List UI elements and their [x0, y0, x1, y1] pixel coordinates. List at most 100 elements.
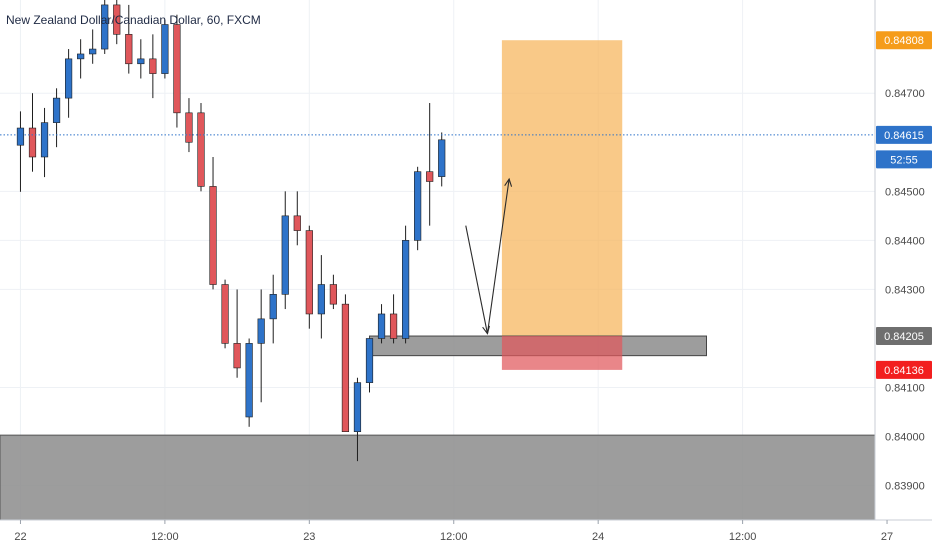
x-tick-label: 12:00 — [729, 531, 757, 543]
candle — [317, 255, 325, 339]
candle — [414, 166, 422, 251]
candle-body — [438, 139, 446, 177]
candle-body — [353, 382, 362, 432]
candle — [402, 225, 410, 344]
x-tick-label: 24 — [592, 531, 604, 543]
candle — [161, 19, 169, 79]
candle — [365, 338, 374, 393]
candle-body — [426, 171, 434, 182]
candle — [305, 225, 313, 329]
candle — [137, 39, 145, 79]
price-tag-background — [876, 125, 932, 144]
candle-body — [293, 215, 301, 231]
price-tag-background — [876, 150, 932, 169]
candle — [173, 14, 181, 128]
zone-layer — [0, 40, 876, 521]
price-tag-label: 0.84808 — [884, 35, 924, 47]
price-tags: 0.84808 0.84615 52:55 0.84205 0.84136 — [876, 31, 932, 379]
candle — [89, 29, 97, 64]
y-tick-label: 0.84100 — [885, 383, 925, 395]
y-tick-label: 0.84400 — [885, 235, 925, 247]
x-tick-label: 27 — [881, 531, 893, 543]
y-tick-label: 0.84700 — [885, 88, 925, 100]
candle — [389, 294, 398, 344]
price-tag-label: 0.84615 — [884, 130, 924, 142]
candle-body — [209, 186, 217, 285]
candle — [438, 132, 446, 187]
candle-body — [40, 122, 49, 158]
candle-body — [245, 343, 253, 418]
candle — [52, 88, 61, 148]
candle — [65, 49, 73, 118]
candle — [233, 289, 241, 378]
y-tick-label: 0.84000 — [885, 432, 925, 444]
candle — [125, 4, 133, 74]
price-tag-background — [876, 327, 932, 346]
candle — [209, 156, 217, 290]
candle-body — [257, 318, 265, 344]
candle — [197, 103, 205, 192]
candle — [293, 191, 301, 246]
candle-body — [233, 343, 241, 369]
support-zone — [0, 434, 876, 521]
candle-body — [305, 230, 313, 315]
candle — [377, 304, 386, 344]
candle — [281, 191, 289, 310]
price-tag-background — [876, 31, 932, 50]
price-axis-panel[interactable] — [875, 0, 932, 550]
candle — [341, 294, 350, 432]
candle — [77, 39, 85, 79]
candle-body — [414, 171, 422, 241]
price-tag-label: 52:55 — [890, 154, 918, 166]
candle — [353, 377, 362, 462]
price-tag: 0.84136 — [876, 360, 932, 379]
candle — [101, 0, 109, 54]
y-tick-label: 0.83900 — [885, 481, 925, 493]
price-tag: 0.84205 — [876, 327, 932, 346]
symbol-title: New Zealand Dollar/Canadian Dollar, 60, … — [6, 13, 261, 27]
candle — [40, 107, 49, 178]
candle-body — [125, 34, 133, 65]
candle-body — [281, 215, 289, 295]
candle-body — [137, 58, 145, 65]
candle-layer — [16, 0, 446, 462]
candle-body — [89, 48, 97, 55]
candle-body — [269, 294, 277, 320]
candle — [221, 279, 229, 349]
candle — [28, 93, 37, 172]
y-tick-label: 0.84300 — [885, 284, 925, 296]
candle-body — [77, 53, 85, 60]
candle-body — [113, 4, 121, 35]
candle-body — [65, 58, 73, 99]
price-tag-label: 0.84205 — [884, 331, 924, 343]
candle — [426, 103, 434, 226]
candle — [185, 98, 193, 153]
price-axis: 0.84700 0.84500 0.84400 0.84300 0.84100 0.840… — [885, 88, 925, 492]
price-tag: 0.84615 — [876, 125, 932, 144]
candle-body — [377, 313, 386, 339]
candle — [329, 274, 337, 310]
candle-body — [402, 240, 410, 339]
price-tag-label: 0.84136 — [884, 365, 924, 377]
candle-body — [341, 303, 350, 432]
candle — [16, 111, 25, 192]
price-tag: 52:55 — [876, 150, 932, 169]
candle-body — [329, 284, 337, 305]
candle — [269, 274, 277, 344]
y-tick-label: 0.84500 — [885, 186, 925, 198]
x-tick-label: 12:00 — [440, 531, 468, 543]
candle — [149, 34, 157, 99]
time-axis-panel[interactable] — [0, 520, 932, 550]
candle-body — [161, 24, 169, 74]
candle-body — [149, 58, 157, 74]
candle-body — [221, 284, 229, 344]
candle — [113, 0, 121, 45]
projection-arrowhead-down — [482, 325, 490, 335]
price-tag: 0.84808 — [876, 31, 932, 50]
candle — [245, 338, 253, 427]
candle-body — [16, 127, 25, 146]
target-zone — [501, 40, 623, 337]
